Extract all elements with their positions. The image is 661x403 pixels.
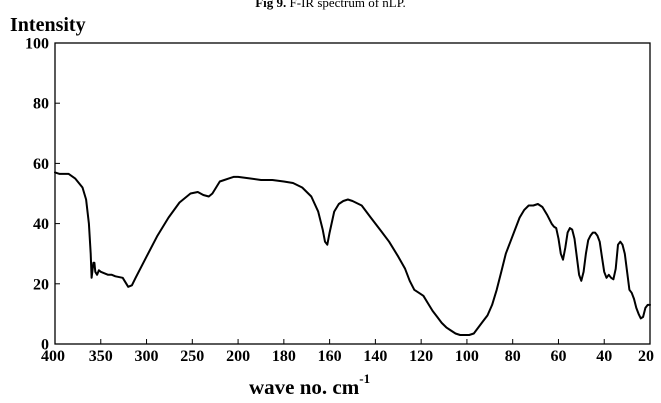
- x-tick-label: 300: [135, 348, 159, 365]
- x-tick-label: 20: [638, 348, 654, 365]
- x-axis-ticks: 400 350 300 250 200 180 160 140 120 100 80 60 40 20: [41, 339, 654, 365]
- y-tick-label: 100: [25, 36, 49, 53]
- y-tick-label: 80: [33, 96, 49, 113]
- y-axis-label: Intensity: [10, 14, 86, 36]
- y-tick-label: 40: [33, 216, 49, 233]
- x-tick-label: 350: [89, 348, 113, 365]
- x-axis-label: wave no. cm-1: [249, 370, 370, 399]
- x-tick-label: 60: [550, 348, 566, 365]
- x-tick-label: 250: [180, 348, 204, 365]
- x-tick-label: 180: [272, 348, 296, 365]
- y-tick-label: 20: [33, 276, 49, 293]
- x-tick-label: 400: [41, 348, 65, 365]
- x-tick-label: 140: [363, 348, 387, 365]
- figure-caption-text: F-IR spectrum of nLP.: [289, 0, 406, 10]
- x-tick-label: 200: [226, 348, 250, 365]
- figure-number: Fig 9.: [255, 0, 287, 10]
- x-axis-label-text: wave no. cm: [249, 375, 360, 399]
- x-tick-label: 80: [505, 348, 521, 365]
- y-tick-label: 0: [41, 337, 49, 354]
- x-tick-label: 40: [596, 348, 612, 365]
- y-axis-ticks: 0 20 40 60 80 100: [25, 36, 60, 354]
- plot-frame: [54, 42, 651, 345]
- x-tick-label: 160: [318, 348, 342, 365]
- x-axis-label-exponent: -1: [359, 371, 371, 386]
- x-tick-label: 100: [455, 348, 479, 365]
- figure-caption: Fig 9. F-IR spectrum of nLP.: [0, 0, 661, 10]
- y-tick-label: 60: [33, 156, 49, 173]
- spectrum-line: [54, 171, 651, 336]
- x-tick-label: 120: [409, 348, 433, 365]
